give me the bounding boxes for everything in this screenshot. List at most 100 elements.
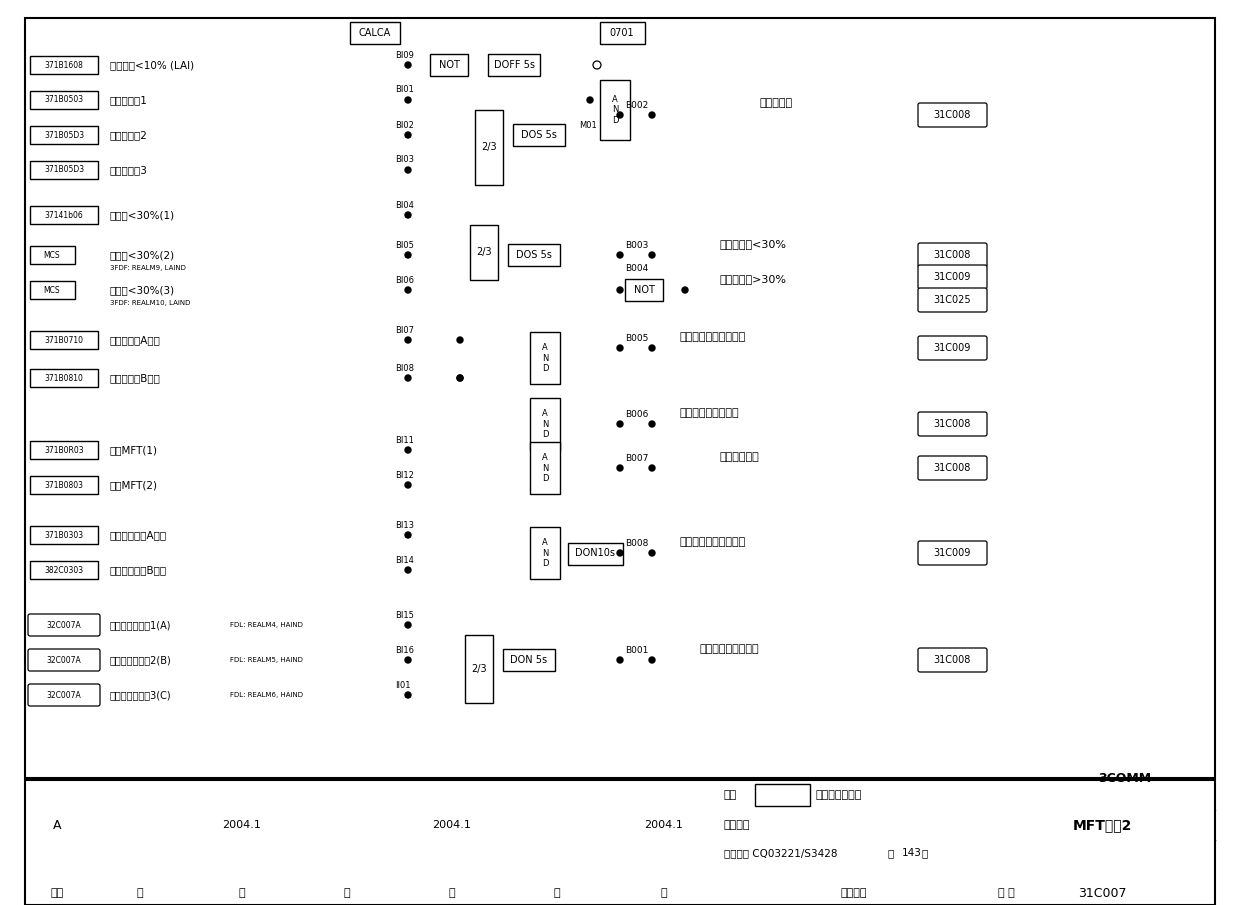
Circle shape	[649, 421, 655, 427]
Text: 火检冷却风机B运行: 火检冷却风机B运行	[110, 565, 167, 575]
Circle shape	[405, 167, 410, 173]
Text: 手动紧急跳闸: 手动紧急跳闸	[720, 452, 760, 462]
Bar	[513, 124, 565, 146]
Circle shape	[682, 287, 688, 293]
Bar	[529, 332, 560, 384]
Text: 31C009: 31C009	[934, 343, 971, 353]
FancyBboxPatch shape	[918, 265, 987, 289]
Circle shape	[405, 657, 410, 663]
Text: 371B0810: 371B0810	[45, 374, 83, 383]
Circle shape	[587, 97, 593, 103]
Bar	[625, 279, 663, 301]
Text: 有限公司: 有限公司	[841, 888, 867, 898]
Text: 3FDF: REALM10, LAIND: 3FDF: REALM10, LAIND	[110, 300, 191, 306]
Text: CALCA: CALCA	[358, 28, 391, 38]
Text: 版本: 版本	[51, 888, 63, 898]
Text: MCS: MCS	[43, 285, 61, 294]
Text: 371B0710: 371B0710	[45, 336, 83, 345]
Circle shape	[405, 482, 410, 488]
Text: 2004.1: 2004.1	[433, 820, 471, 830]
Circle shape	[405, 692, 410, 698]
Text: 371B05D3: 371B05D3	[43, 130, 84, 139]
Text: 32C007A: 32C007A	[47, 655, 82, 664]
Text: 31C008: 31C008	[934, 463, 971, 473]
Text: BI05: BI05	[396, 241, 414, 250]
Text: 空气预热器A运行: 空气预热器A运行	[110, 335, 161, 345]
Text: BI03: BI03	[396, 156, 414, 165]
Circle shape	[649, 657, 655, 663]
Text: 31C009: 31C009	[934, 548, 971, 558]
Text: B001: B001	[625, 645, 649, 654]
Circle shape	[458, 375, 463, 381]
Text: 371B0803: 371B0803	[45, 481, 83, 490]
Text: A
N
D: A N D	[542, 453, 548, 483]
Bar	[475, 110, 503, 185]
Text: 锅炉总风量>30%: 锅炉总风量>30%	[720, 274, 787, 284]
Text: MFT条件2: MFT条件2	[1073, 818, 1132, 832]
Text: 31C008: 31C008	[934, 110, 971, 120]
Text: 2/3: 2/3	[471, 664, 487, 674]
Text: B008: B008	[625, 538, 649, 548]
Text: 图纸名称: 图纸名称	[724, 820, 750, 830]
Circle shape	[618, 465, 622, 471]
Text: B007: B007	[625, 453, 649, 462]
Text: 31C008: 31C008	[934, 419, 971, 429]
Bar	[30, 526, 98, 544]
FancyBboxPatch shape	[918, 336, 987, 360]
FancyBboxPatch shape	[918, 243, 987, 267]
Bar	[30, 441, 98, 459]
Bar	[600, 80, 630, 140]
Circle shape	[458, 375, 463, 381]
Text: B006: B006	[625, 409, 649, 418]
Text: 页: 页	[923, 848, 929, 858]
Text: A
N
D: A N D	[542, 343, 548, 373]
Text: FDL: REALM4, HAIND: FDL: REALM4, HAIND	[229, 622, 303, 628]
Text: BI12: BI12	[396, 471, 414, 480]
FancyBboxPatch shape	[29, 684, 100, 706]
Circle shape	[405, 62, 410, 68]
Text: 37141b06: 37141b06	[45, 211, 83, 220]
Text: 371B0503: 371B0503	[45, 96, 83, 104]
FancyBboxPatch shape	[918, 541, 987, 565]
Bar	[350, 22, 401, 44]
Bar	[30, 369, 98, 387]
Bar	[30, 161, 98, 179]
Text: 汽轮机跳闸3: 汽轮机跳闸3	[110, 165, 148, 175]
Text: 2/3: 2/3	[481, 142, 497, 152]
Text: 广发电有限公司: 广发电有限公司	[815, 790, 862, 800]
Text: 总风量<30%(3): 总风量<30%(3)	[110, 285, 175, 295]
FancyBboxPatch shape	[918, 288, 987, 312]
Text: B005: B005	[625, 334, 649, 342]
Text: 手动MFT(2): 手动MFT(2)	[110, 480, 157, 490]
Text: M01: M01	[579, 120, 596, 129]
Text: BI07: BI07	[396, 326, 414, 335]
Text: 0701: 0701	[610, 28, 635, 38]
Text: 2004.1: 2004.1	[222, 820, 262, 830]
Bar	[430, 54, 467, 76]
Text: 汽轮机跳闸: 汽轮机跳闸	[760, 98, 794, 108]
Text: 第: 第	[888, 848, 894, 858]
Text: 两台火检冷却风机停运: 两台火检冷却风机停运	[680, 537, 746, 547]
Bar	[30, 91, 98, 109]
Text: 锅炉汽包水位高1(A): 锅炉汽包水位高1(A)	[110, 620, 171, 630]
Bar	[568, 543, 622, 565]
Text: DOS 5s: DOS 5s	[521, 130, 557, 140]
Circle shape	[405, 567, 410, 573]
Text: BI14: BI14	[396, 556, 414, 565]
Text: 图: 图	[449, 888, 455, 898]
FancyBboxPatch shape	[918, 412, 987, 436]
Circle shape	[405, 252, 410, 258]
Text: NOT: NOT	[439, 60, 460, 70]
Bar	[30, 206, 98, 224]
Text: BI15: BI15	[396, 611, 414, 620]
Text: B002: B002	[625, 100, 649, 110]
Text: 锅炉总风量<30%: 锅炉总风量<30%	[720, 239, 787, 249]
Circle shape	[405, 97, 410, 103]
Text: 计: 计	[238, 888, 246, 898]
Text: 锅炉汽包水位高3(C): 锅炉汽包水位高3(C)	[110, 690, 171, 700]
Circle shape	[649, 550, 655, 556]
Circle shape	[405, 287, 410, 293]
Bar	[470, 225, 498, 280]
Text: BI09: BI09	[396, 51, 414, 60]
Text: 制: 制	[343, 888, 351, 898]
